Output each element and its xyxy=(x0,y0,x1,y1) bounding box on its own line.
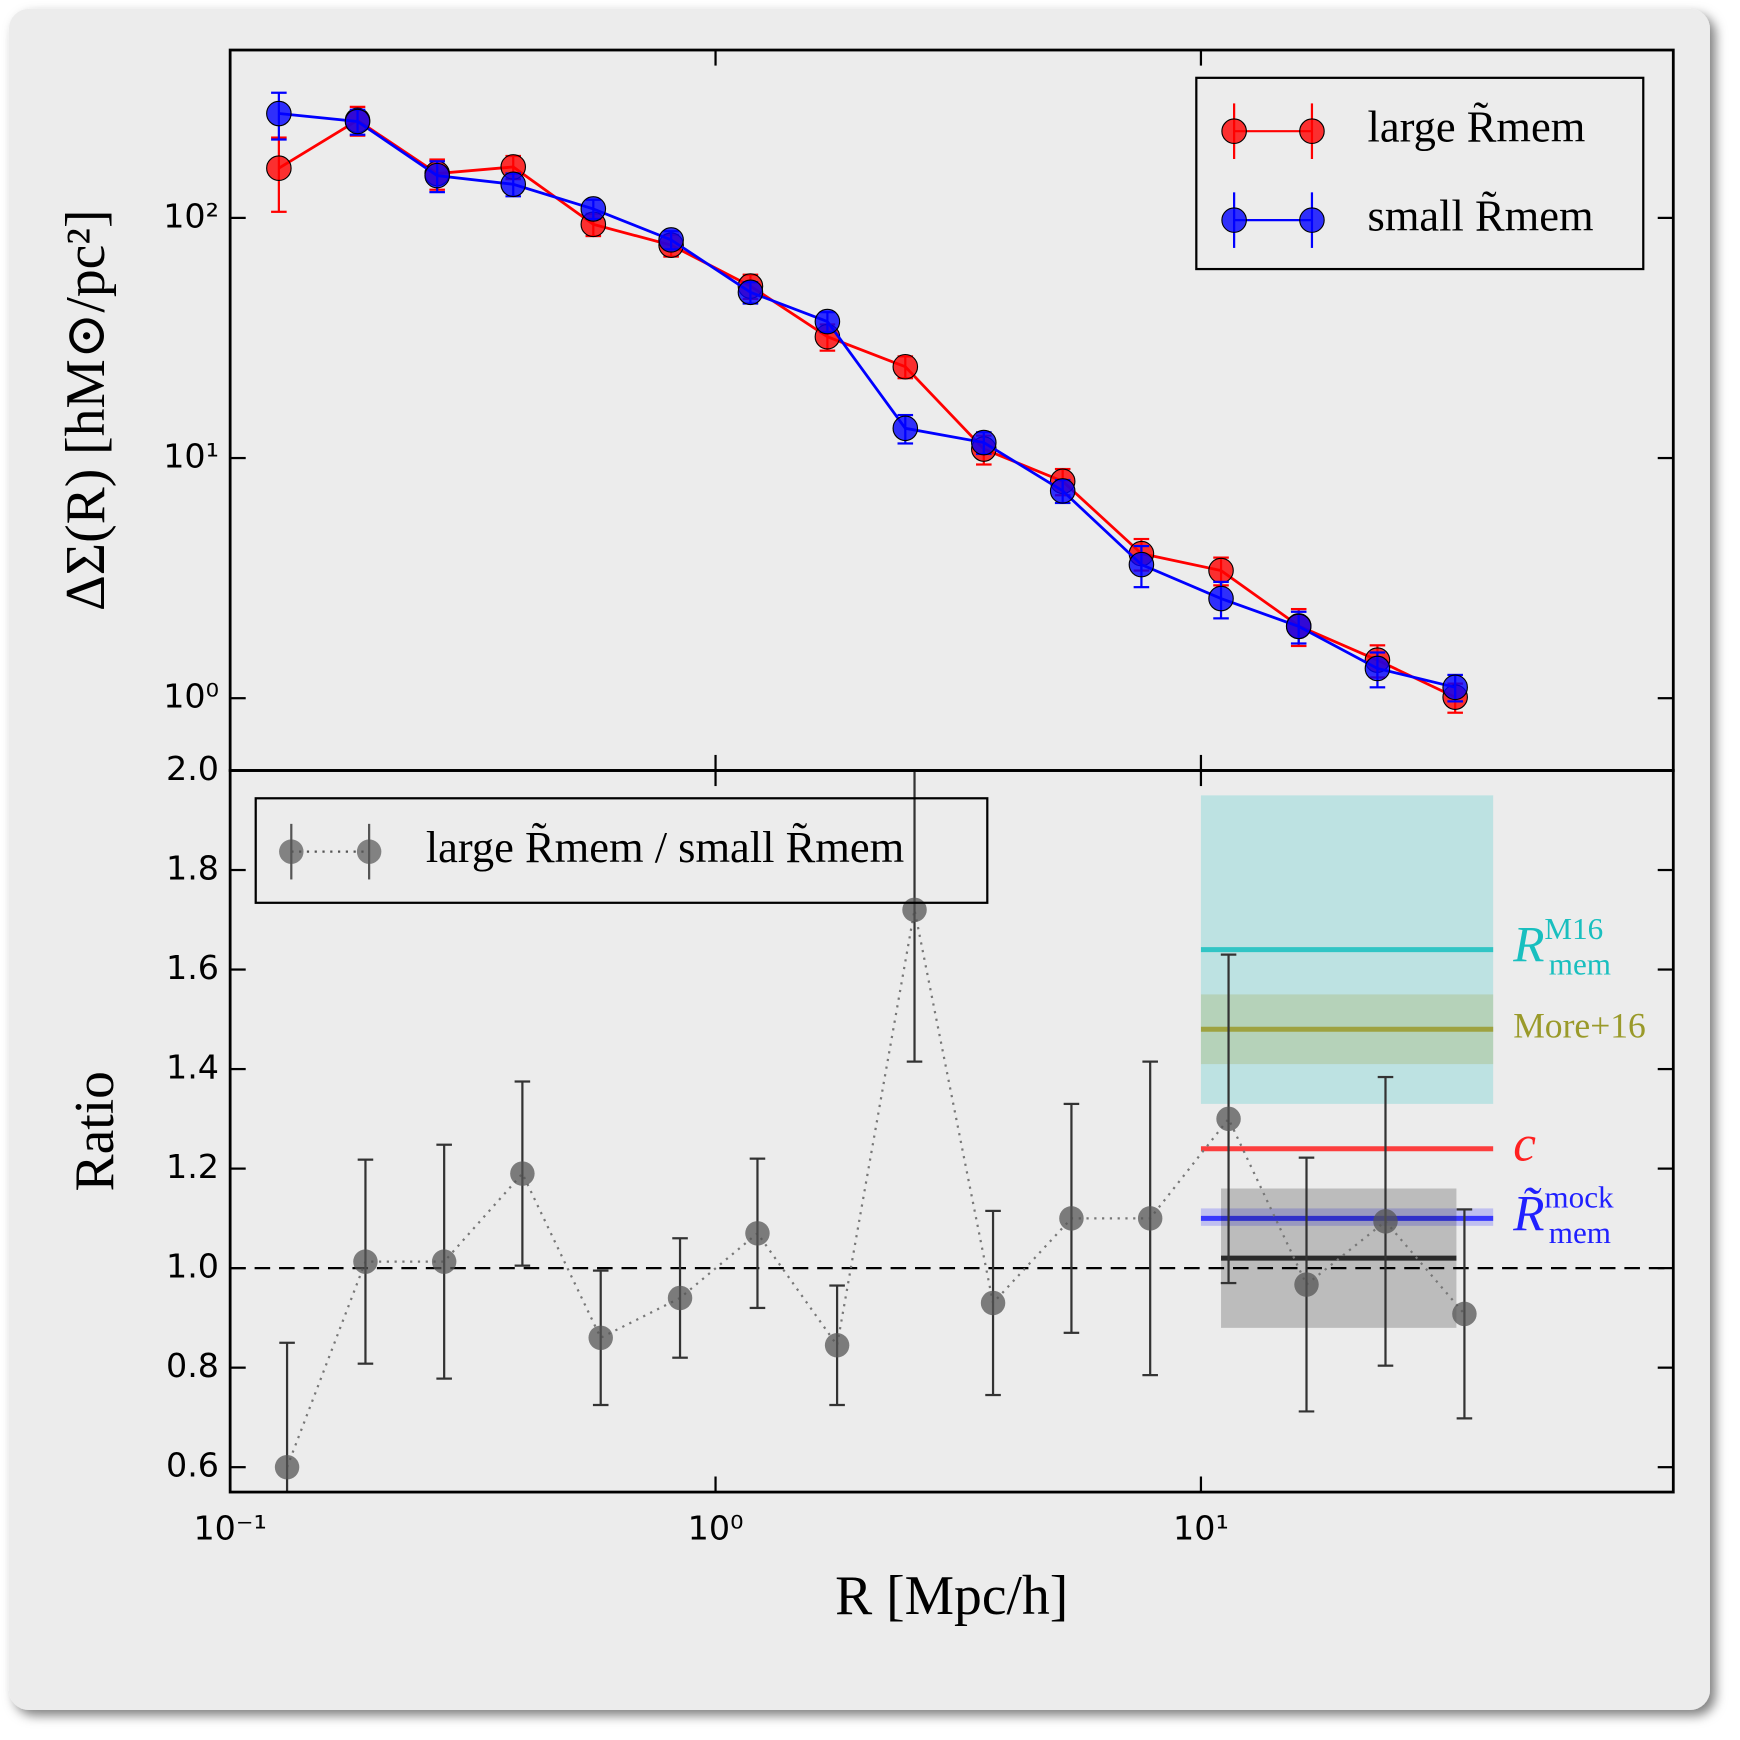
legend-marker xyxy=(1299,207,1325,233)
y-tick-label: 0.8 xyxy=(166,1346,219,1385)
legend-marker xyxy=(1221,207,1247,233)
band-label-base: R̃ xyxy=(1512,1185,1544,1242)
card xyxy=(8,8,1710,1710)
y-tick-label: 10² xyxy=(163,196,219,235)
x-tick-label: 10¹ xyxy=(1173,1508,1229,1547)
legend-box xyxy=(254,797,989,904)
point xyxy=(971,429,997,456)
band-label: RM16 mem xyxy=(1512,911,1611,982)
point xyxy=(1059,1206,1084,1231)
y-axis-label: Ratio xyxy=(64,1071,126,1191)
band-label-base: R xyxy=(1512,916,1544,973)
point xyxy=(745,1221,770,1246)
legend-label: small R̃mem xyxy=(1368,190,1594,240)
point xyxy=(510,1161,535,1186)
y-tick-label: 2.0 xyxy=(166,749,219,788)
series-line xyxy=(286,909,1466,1468)
point xyxy=(1208,585,1234,612)
y-axis-label: ΔΣ(R) [hM⊙/pc²] xyxy=(55,210,117,611)
x-tick-label: 10⁻¹ xyxy=(193,1508,266,1547)
legend-marker xyxy=(356,839,382,864)
point xyxy=(892,415,919,442)
band-label: More+16 xyxy=(1513,1005,1646,1045)
point xyxy=(824,1333,850,1358)
point xyxy=(1216,1106,1241,1132)
point xyxy=(1452,1301,1477,1327)
plot-clip xyxy=(266,91,1468,714)
point xyxy=(1049,478,1076,504)
band-label: R̃mock mem xyxy=(1512,1180,1614,1251)
axes-frame xyxy=(228,769,1675,1494)
y-tick-label: 1.8 xyxy=(166,849,219,888)
legend-marker xyxy=(1221,118,1247,144)
point xyxy=(580,196,607,222)
point xyxy=(588,1325,613,1351)
series-line xyxy=(278,112,1456,689)
point xyxy=(1208,557,1234,584)
point xyxy=(658,227,684,253)
x-tick-label: 10⁰ xyxy=(688,1508,744,1547)
point xyxy=(274,1454,300,1480)
point xyxy=(980,1290,1006,1316)
point xyxy=(737,279,764,306)
legend-label: large R̃mem / small R̃mem xyxy=(426,822,904,872)
point xyxy=(1373,1209,1398,1234)
point xyxy=(500,171,527,198)
y-tick-label: 10¹ xyxy=(163,437,219,476)
band-label-sub: mem xyxy=(1549,947,1611,982)
band-label: c xyxy=(1513,1115,1536,1172)
point xyxy=(1294,1272,1319,1297)
point xyxy=(353,1249,378,1274)
plot-area: 10⁰ 10¹ 10² ΔΣ(R) [hM⊙/pc²] large R̃mem small… xyxy=(55,48,1675,1627)
legend-marker xyxy=(279,839,304,864)
y-tick-label: 0.6 xyxy=(166,1446,219,1485)
point xyxy=(814,308,841,335)
y-tick-label: 1.0 xyxy=(166,1247,219,1286)
band-label-base: c xyxy=(1513,1115,1536,1172)
band-label-sub: mem xyxy=(1549,1215,1611,1250)
point xyxy=(667,1285,693,1311)
band-label-base: More+16 xyxy=(1513,1005,1646,1045)
point xyxy=(424,162,450,189)
point xyxy=(1364,655,1391,682)
point xyxy=(431,1249,457,1274)
y-tick-label: 1.6 xyxy=(166,948,219,987)
y-tick-label: 10⁰ xyxy=(163,677,219,716)
point xyxy=(1442,674,1468,701)
series-line xyxy=(278,118,1456,699)
band-label-sup: mock xyxy=(1544,1180,1614,1215)
point xyxy=(1285,613,1312,640)
point xyxy=(1128,551,1155,578)
legend-box xyxy=(1195,76,1645,271)
point xyxy=(266,155,292,182)
y-tick-label: 1.2 xyxy=(166,1147,219,1186)
legend-marker xyxy=(1299,118,1325,144)
plot-clip xyxy=(230,770,1674,1493)
point xyxy=(892,353,919,380)
point xyxy=(1137,1206,1163,1231)
y-tick-label: 1.4 xyxy=(166,1048,219,1087)
point xyxy=(902,897,927,923)
x-axis-label: R [Mpc/h] xyxy=(835,1565,1068,1627)
point xyxy=(344,108,371,135)
point xyxy=(266,100,292,127)
band-label-sup: M16 xyxy=(1544,911,1603,946)
legend-label: large R̃mem xyxy=(1368,101,1586,151)
